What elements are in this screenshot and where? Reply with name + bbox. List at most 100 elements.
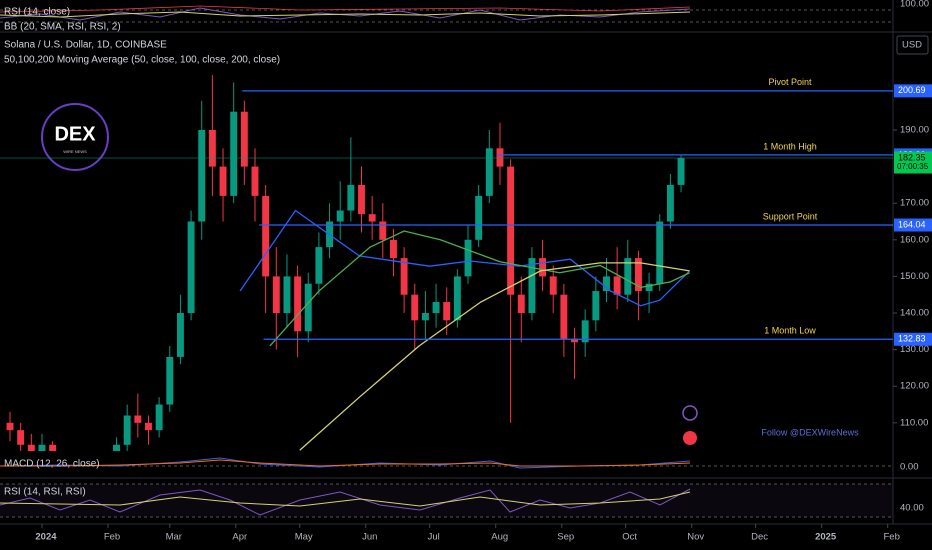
level-tag	[894, 332, 932, 346]
candle-body	[549, 276, 557, 295]
logo-sub: WIRE NEWS	[63, 149, 87, 154]
currency[interactable]: USD	[902, 40, 922, 51]
x-tick-label: Aug	[491, 532, 508, 543]
candle-body	[134, 415, 142, 423]
candle-body	[528, 258, 536, 314]
y-tick-label: 150.00	[900, 271, 929, 282]
x-tick-label: Feb	[883, 532, 899, 543]
icon[interactable]	[682, 405, 698, 421]
candle-body	[624, 258, 632, 295]
currency-box[interactable]	[896, 35, 929, 55]
candle-body	[304, 283, 312, 332]
x-tick-label: Dec	[751, 532, 768, 543]
x-tick-label: Mar	[166, 532, 182, 543]
x-tick-label: 2025	[815, 532, 837, 543]
candle-body	[485, 148, 493, 196]
candle-body	[645, 283, 653, 292]
countdown: 07:00:35	[897, 162, 929, 171]
candle-body	[358, 184, 365, 215]
candle-body	[400, 258, 408, 295]
level-name: 1 Month High	[763, 141, 817, 151]
candle-body	[507, 166, 515, 295]
y-tick-label: 160.00	[900, 234, 929, 245]
y-tick-label: 140.00	[900, 308, 929, 319]
x-tick-label: Jul	[428, 532, 440, 543]
candle-body	[251, 166, 259, 196]
follow-text: Follow @DEXWireNews	[761, 427, 859, 437]
candle-body	[27, 444, 35, 451]
level-tag	[894, 218, 932, 232]
pane-tick: 100.00	[900, 0, 929, 10]
logo-text: DEX	[54, 123, 96, 145]
pane-label: RSI (14, RSI, RSI)	[4, 487, 86, 498]
moving-average	[239, 209, 691, 307]
last-price-label: 182.35	[898, 152, 926, 162]
y-tick-label: 170.00	[900, 198, 929, 209]
candle-body	[613, 276, 621, 295]
icon[interactable]	[683, 431, 697, 445]
candle-body	[560, 294, 568, 339]
rsi-pane: RSI (14, RSI, RSI) 40.00	[0, 483, 924, 518]
x-tick-label: May	[295, 532, 313, 543]
candle-body	[336, 210, 344, 222]
logo: DEX WIRE NEWS	[41, 103, 109, 171]
candle-body	[49, 444, 57, 451]
x-tick-label: Jun	[362, 532, 377, 543]
candle-body	[634, 258, 642, 292]
symbol-title: Solana / U.S. Dollar, 1D, COINBASE	[4, 40, 167, 51]
moving-average	[299, 262, 690, 451]
candle-body	[17, 430, 25, 445]
candle-body	[421, 313, 429, 321]
top-pane: RSI (14, close) BB (20, SMA, RSI, RSI, 2…	[0, 0, 929, 33]
y-tick-label: 120.00	[900, 381, 929, 392]
candle-body	[475, 195, 483, 240]
level-tag-label: 200.69	[898, 85, 926, 95]
x-tick-label: Apr	[232, 532, 247, 543]
candle-body	[347, 184, 355, 211]
candle-body	[283, 276, 291, 314]
indicator-title: 50,100,200 Moving Average (50, close, 10…	[4, 55, 280, 66]
candle-body	[453, 276, 461, 321]
pane-tick: 40.00	[900, 503, 924, 514]
x-tick-label: Oct	[622, 532, 637, 543]
candle-body	[198, 129, 206, 222]
candle-body	[155, 404, 163, 431]
candle-body	[240, 111, 248, 167]
candle-body	[517, 294, 525, 314]
candle-body	[38, 444, 46, 451]
moving-average	[269, 230, 690, 347]
candle-body	[230, 111, 238, 196]
candle-body	[176, 313, 184, 357]
macd-pane: MACD (12, 26, close) 0.00	[0, 457, 919, 473]
candle-body	[113, 444, 120, 451]
candle-body	[656, 221, 664, 284]
candle-body	[443, 302, 451, 321]
x-tick-label: Sep	[557, 532, 574, 543]
candle-body	[666, 184, 674, 222]
y-tick-label: 130.00	[900, 344, 929, 355]
candle-body	[592, 291, 600, 321]
candle-body	[411, 294, 419, 321]
level-name: Support Point	[763, 211, 818, 221]
candle-body	[368, 214, 376, 222]
x-tick-label: Feb	[104, 532, 120, 543]
y-tick-label: 110.00	[900, 417, 928, 428]
candle-body	[294, 276, 302, 332]
candle-body	[379, 221, 387, 240]
candle-body	[187, 221, 195, 314]
candle-body	[539, 258, 547, 277]
level-name: 1 Month Low	[764, 326, 816, 336]
candle-body	[208, 129, 216, 167]
x-tick-label: 2024	[35, 532, 57, 543]
candle-body	[389, 239, 397, 259]
y-tick-label: 190.00	[900, 125, 929, 136]
candle-body	[6, 422, 14, 431]
candle-body	[496, 148, 504, 167]
candle-body	[166, 356, 174, 405]
x-tick-label: Nov	[687, 532, 704, 543]
candle-body	[464, 239, 472, 277]
candle-body	[145, 422, 152, 431]
pane-label: MACD (12, 26, close)	[4, 459, 100, 470]
pane-tick: 0.00	[900, 462, 919, 473]
